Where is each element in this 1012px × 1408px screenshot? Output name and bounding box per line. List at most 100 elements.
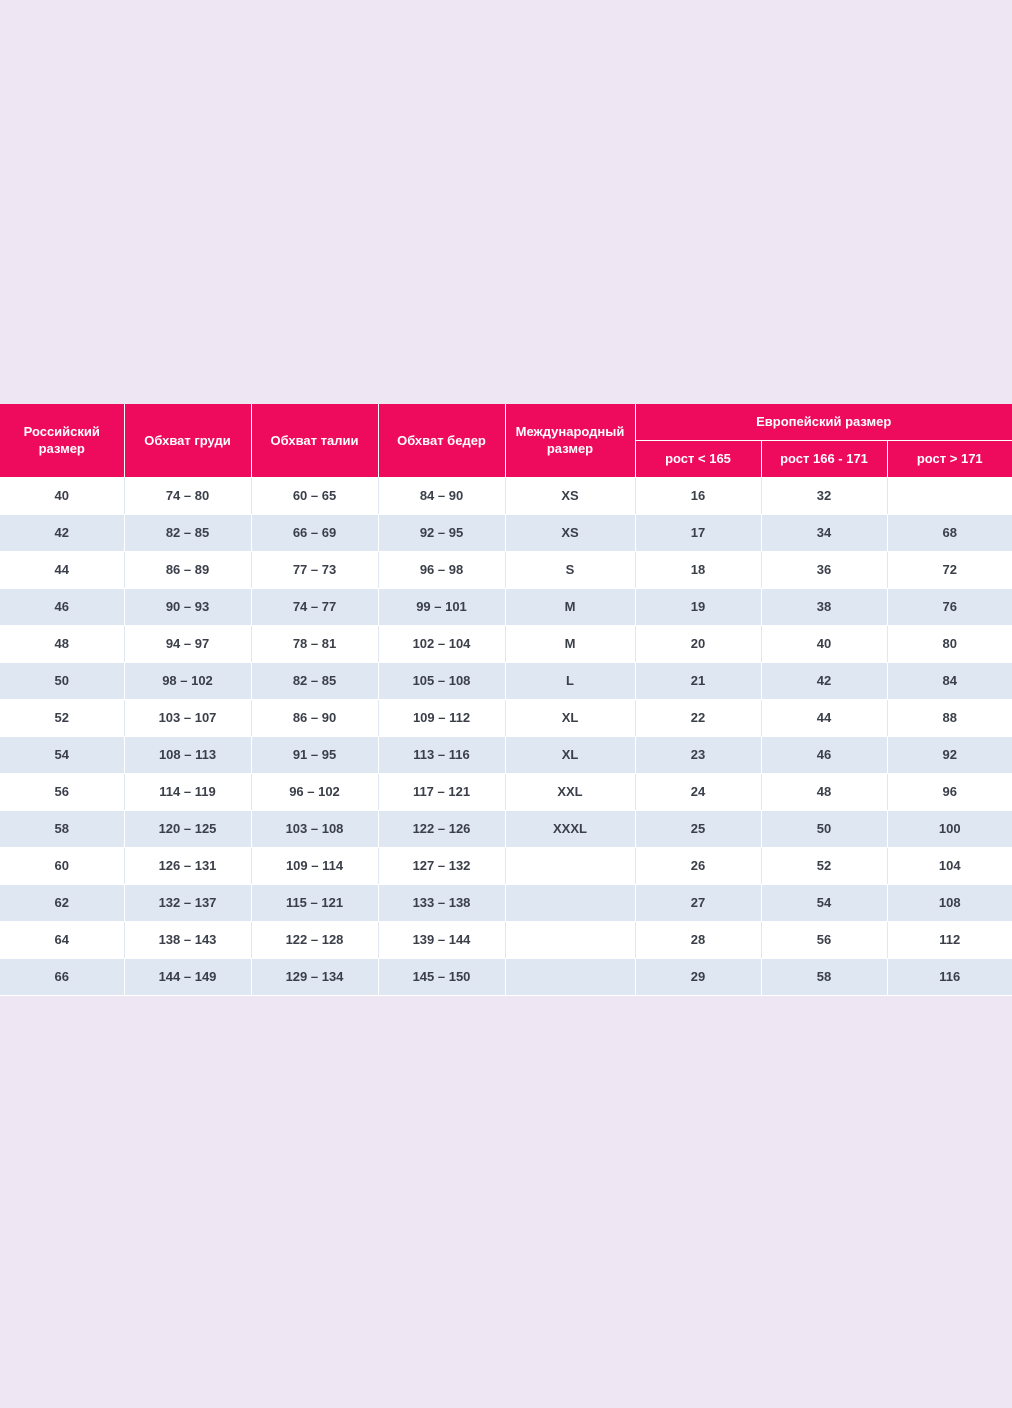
cell-eu-height-3 [886, 477, 1012, 515]
cell-eu-height-2: 50 [760, 810, 888, 848]
cell-eu-height-3: 72 [886, 551, 1012, 589]
header-chest: Обхват груди [123, 404, 252, 478]
cell-chest: 114 – 119 [123, 773, 252, 811]
cell-eu-height-2: 48 [760, 773, 888, 811]
cell-eu-height-3: 68 [886, 514, 1012, 552]
cell-eu-height-3: 92 [886, 736, 1012, 774]
cell-chest: 98 – 102 [123, 662, 252, 700]
table-row: 42 82 – 85 66 – 69 92 – 95 XS 17 34 68 [0, 514, 1012, 552]
cell-eu-height-1: 24 [634, 773, 762, 811]
cell-eu-height-2: 40 [760, 625, 888, 663]
cell-eu-height-1: 23 [634, 736, 762, 774]
cell-eu-height-3: 76 [886, 588, 1012, 626]
cell-chest: 82 – 85 [123, 514, 252, 552]
cell-hips: 122 – 126 [377, 810, 506, 848]
cell-ru-size: 50 [0, 662, 125, 700]
cell-eu-height-2: 38 [760, 588, 888, 626]
cell-chest: 108 – 113 [123, 736, 252, 774]
table-row: 58 120 – 125 103 – 108 122 – 126 XXXL 25 50 100 [0, 810, 1012, 848]
cell-eu-height-2: 46 [760, 736, 888, 774]
cell-ru-size: 44 [0, 551, 125, 589]
cell-chest: 132 – 137 [123, 884, 252, 922]
cell-intl-size: XXXL [504, 810, 636, 848]
cell-hips: 96 – 98 [377, 551, 506, 589]
table-row: 40 74 – 80 60 – 65 84 – 90 XS 16 32 [0, 477, 1012, 515]
cell-eu-height-3: 80 [886, 625, 1012, 663]
cell-eu-height-2: 44 [760, 699, 888, 737]
cell-eu-height-2: 58 [760, 958, 888, 996]
cell-eu-height-3: 84 [886, 662, 1012, 700]
cell-chest: 144 – 149 [123, 958, 252, 996]
cell-eu-height-1: 20 [634, 625, 762, 663]
cell-hips: 84 – 90 [377, 477, 506, 515]
cell-intl-size: S [504, 551, 636, 589]
cell-intl-size [504, 958, 636, 996]
cell-eu-height-1: 18 [634, 551, 762, 589]
cell-eu-height-2: 36 [760, 551, 888, 589]
cell-eu-height-1: 19 [634, 588, 762, 626]
header-hips: Обхват бедер [377, 404, 506, 478]
cell-waist: 86 – 90 [250, 699, 379, 737]
cell-eu-height-2: 42 [760, 662, 888, 700]
header-waist: Обхват талии [250, 404, 379, 478]
cell-hips: 102 – 104 [377, 625, 506, 663]
cell-waist: 82 – 85 [250, 662, 379, 700]
cell-hips: 99 – 101 [377, 588, 506, 626]
cell-eu-height-2: 56 [760, 921, 888, 959]
cell-eu-height-2: 52 [760, 847, 888, 885]
cell-waist: 96 – 102 [250, 773, 379, 811]
cell-ru-size: 66 [0, 958, 125, 996]
header-eu-size: Европейский размер [634, 404, 1012, 441]
table-row: 50 98 – 102 82 – 85 105 – 108 L 21 42 84 [0, 662, 1012, 700]
cell-waist: 103 – 108 [250, 810, 379, 848]
cell-intl-size: M [504, 588, 636, 626]
cell-intl-size [504, 847, 636, 885]
cell-eu-height-1: 16 [634, 477, 762, 515]
cell-eu-height-2: 54 [760, 884, 888, 922]
cell-hips: 105 – 108 [377, 662, 506, 700]
cell-waist: 77 – 73 [250, 551, 379, 589]
cell-ru-size: 52 [0, 699, 125, 737]
table-row: 46 90 – 93 74 – 77 99 – 101 M 19 38 76 [0, 588, 1012, 626]
cell-ru-size: 58 [0, 810, 125, 848]
cell-intl-size [504, 921, 636, 959]
cell-ru-size: 64 [0, 921, 125, 959]
cell-chest: 86 – 89 [123, 551, 252, 589]
cell-eu-height-2: 32 [760, 477, 888, 515]
cell-eu-height-3: 108 [886, 884, 1012, 922]
cell-ru-size: 46 [0, 588, 125, 626]
cell-eu-height-2: 34 [760, 514, 888, 552]
cell-waist: 66 – 69 [250, 514, 379, 552]
cell-hips: 117 – 121 [377, 773, 506, 811]
cell-intl-size: XS [504, 477, 636, 515]
header-intl-size: Международный размер [504, 404, 636, 478]
cell-eu-height-1: 26 [634, 847, 762, 885]
cell-hips: 127 – 132 [377, 847, 506, 885]
header-row-bottom: рост < 165 рост 166 - 171 рост > 171 [0, 439, 1012, 478]
cell-intl-size: M [504, 625, 636, 663]
cell-waist: 122 – 128 [250, 921, 379, 959]
cell-eu-height-1: 29 [634, 958, 762, 996]
cell-eu-height-1: 22 [634, 699, 762, 737]
cell-chest: 90 – 93 [123, 588, 252, 626]
cell-ru-size: 48 [0, 625, 125, 663]
cell-intl-size: XL [504, 736, 636, 774]
cell-eu-height-1: 17 [634, 514, 762, 552]
cell-chest: 74 – 80 [123, 477, 252, 515]
cell-hips: 139 – 144 [377, 921, 506, 959]
cell-hips: 133 – 138 [377, 884, 506, 922]
header-eu-height-1: рост < 165 [635, 439, 762, 478]
cell-ru-size: 42 [0, 514, 125, 552]
cell-chest: 94 – 97 [123, 625, 252, 663]
cell-intl-size: XL [504, 699, 636, 737]
header-row-top: Российский размер Обхват груди Обхват та… [0, 404, 1012, 478]
cell-chest: 120 – 125 [123, 810, 252, 848]
cell-eu-height-3: 96 [886, 773, 1012, 811]
table-row: 54 108 – 113 91 – 95 113 – 116 XL 23 46 92 [0, 736, 1012, 774]
size-chart-table: Российский размер Обхват груди Обхват та… [0, 404, 1012, 996]
cell-chest: 126 – 131 [123, 847, 252, 885]
cell-hips: 145 – 150 [377, 958, 506, 996]
header-ru-size: Российский размер [0, 404, 125, 478]
cell-chest: 103 – 107 [123, 699, 252, 737]
table-body: 40 74 – 80 60 – 65 84 – 90 XS 16 32 42 82 – 85 66… [0, 477, 1012, 996]
